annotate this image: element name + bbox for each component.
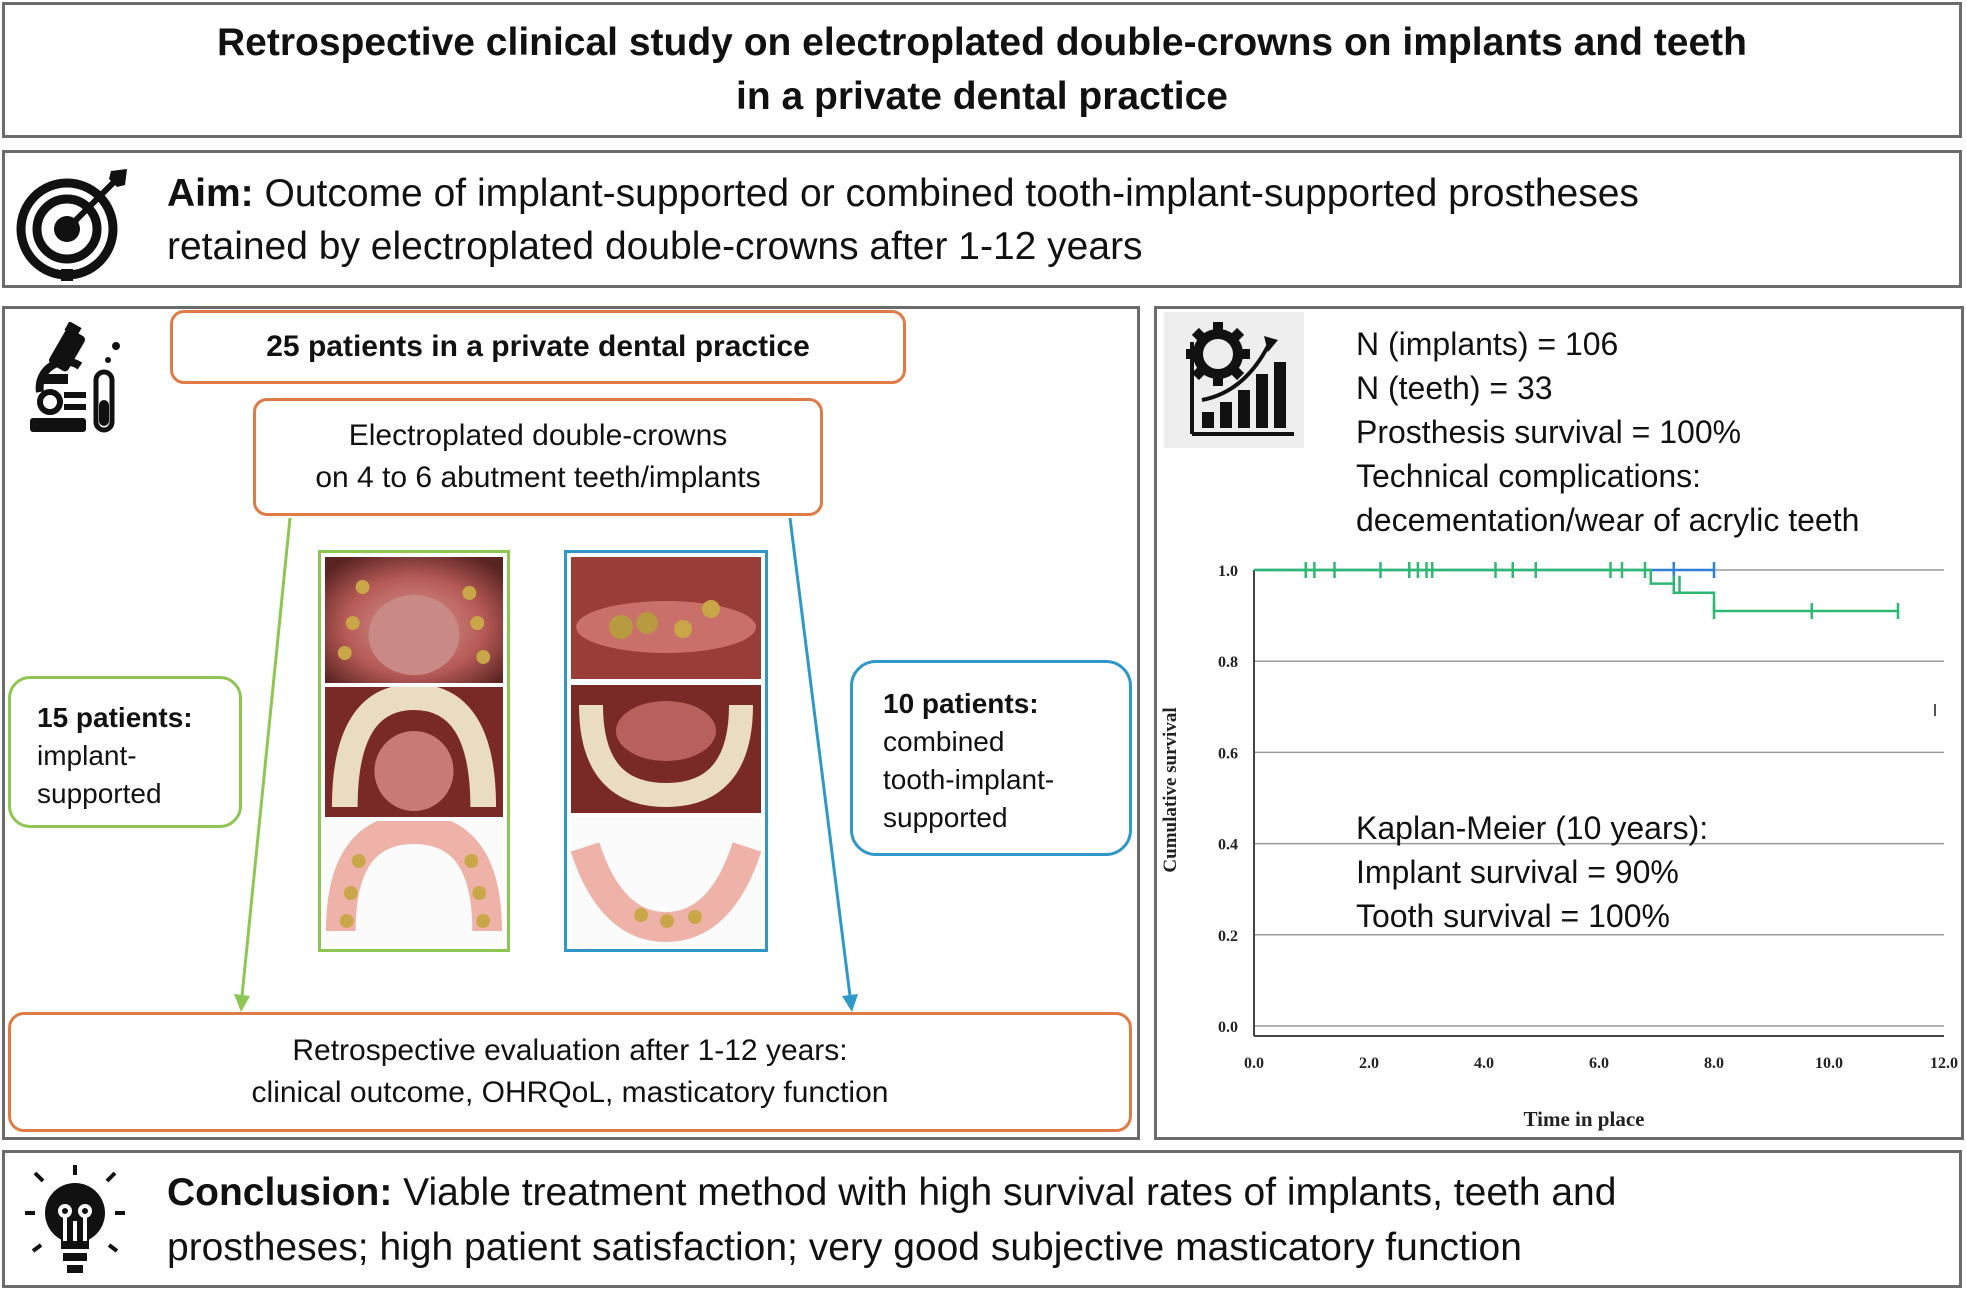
implant-photos xyxy=(318,550,510,952)
y-tick-label: 0.4 xyxy=(1218,837,1238,854)
patients-box: 25 patients in a private dental practice xyxy=(170,310,906,384)
km-implant-survival: Implant survival = 90% xyxy=(1356,854,1679,890)
aim-text: Aim: Outcome of implant-supported or com… xyxy=(167,167,1919,273)
km-title: Kaplan-Meier (10 years): xyxy=(1356,810,1709,846)
series-line-1 xyxy=(1254,568,1898,613)
chart-axes: 0.0 0.2 0.4 0.6 0.8 1.0 0.0 2.0 4.0 6.0 8.0 10.0 12.… xyxy=(1218,563,1958,1072)
crowns-box: Electroplated double-crowns on 4 to 6 ab… xyxy=(253,398,823,516)
flow-arrows xyxy=(234,517,858,1012)
evaluation-line-2: clinical outcome, OHRQoL, masticatory fu… xyxy=(251,1076,889,1109)
y-axis-label: Cumulative survival xyxy=(1160,707,1181,872)
result-complications-detail: decementation/wear of acrylic teeth xyxy=(1356,502,1860,538)
x-tick-label: 2.0 xyxy=(1359,1055,1379,1072)
combined-photos xyxy=(564,550,768,952)
gear-chart-icon xyxy=(1164,312,1304,448)
result-complications-label: Technical complications: xyxy=(1356,458,1702,494)
y-tick-label: 0.0 xyxy=(1218,1019,1238,1036)
y-tick-label: 1.0 xyxy=(1218,563,1238,580)
combined-group-box: 10 patients: combined tooth-implant- sup… xyxy=(850,660,1132,856)
combined-group-line-1: combined xyxy=(883,726,1005,757)
x-tick-label: 6.0 xyxy=(1589,1055,1609,1072)
aim-text-line-1: Outcome of implant-supported or combined… xyxy=(264,172,1639,215)
implant-group-line-2: supported xyxy=(37,778,162,809)
conclusion-label: Conclusion: xyxy=(167,1171,393,1214)
title-line-1: Retrospective clinical study on electrop… xyxy=(217,21,1747,64)
implant-group-line-1: implant- xyxy=(37,740,137,771)
x-tick-label: 8.0 xyxy=(1704,1055,1724,1072)
y-tick-label: 0.2 xyxy=(1218,928,1238,945)
result-prosthesis-survival: Prosthesis survival = 100% xyxy=(1356,414,1742,450)
implant-arrow-head xyxy=(234,994,250,1012)
implant-photo-abutments xyxy=(325,557,503,683)
result-teeth: N (teeth) = 33 xyxy=(1356,370,1553,406)
x-axis-label: Time in place xyxy=(1524,1107,1645,1131)
combined-photo-abutments xyxy=(571,557,761,679)
combined-photo-prosthesis xyxy=(570,817,762,947)
aim-text-line-2: retained by electroplated double-crowns … xyxy=(167,225,1143,268)
x-tick-label: 12.0 xyxy=(1930,1055,1958,1072)
implant-group-count: 15 patients: xyxy=(37,702,193,733)
y-tick-label: 0.6 xyxy=(1218,745,1238,762)
y-tick-label: 0.8 xyxy=(1218,654,1238,671)
crowns-line-1: Electroplated double-crowns xyxy=(348,419,728,452)
target-arrow-icon xyxy=(13,165,131,288)
implant-group-box: 15 patients: implant- supported xyxy=(8,676,242,828)
x-tick-label: 0.0 xyxy=(1244,1055,1264,1072)
chart-grid xyxy=(1254,569,1944,1027)
patients-text: 25 patients in a private dental practice xyxy=(266,330,810,363)
evaluation-box: Retrospective evaluation after 1-12 year… xyxy=(8,1012,1132,1132)
implant-arrow-line xyxy=(240,517,292,997)
result-implants: N (implants) = 106 xyxy=(1356,326,1619,362)
crowns-line-2: on 4 to 6 abutment teeth/implants xyxy=(315,461,761,494)
chart-series xyxy=(1254,562,1900,620)
combined-arrow-line xyxy=(788,517,852,997)
title-line-2: in a private dental practice xyxy=(735,75,1228,118)
kaplan-meier-chart: 0.0 0.2 0.4 0.6 0.8 1.0 0.0 2.0 4.0 6.0 8.0 10.0 12.… xyxy=(1160,562,1958,1131)
combined-arrow-head xyxy=(842,994,858,1012)
combined-photo-denture-in-mouth xyxy=(571,685,761,813)
lightbulb-icon xyxy=(21,1161,129,1284)
conclusion-text-line-2: prostheses; high patient satisfaction; v… xyxy=(167,1226,1522,1269)
page-title: Retrospective clinical study on electrop… xyxy=(5,5,1959,135)
implant-photo-prosthesis xyxy=(325,813,503,947)
x-tick-label: 4.0 xyxy=(1474,1055,1494,1072)
evaluation-line-1: Retrospective evaluation after 1-12 year… xyxy=(292,1034,848,1067)
microscope-icon xyxy=(22,321,126,443)
conclusion-box: Conclusion: Viable treatment method with… xyxy=(2,1150,1962,1288)
combined-group-count: 10 patients: xyxy=(883,688,1039,719)
conclusion-text: Conclusion: Viable treatment method with… xyxy=(167,1165,1919,1275)
combined-group-line-2: tooth-implant- xyxy=(883,764,1055,795)
implant-photo-denture-in-mouth xyxy=(325,683,503,817)
aim-label: Aim: xyxy=(167,172,254,215)
km-tooth-survival: Tooth survival = 100% xyxy=(1356,898,1670,934)
aim-box: Aim: Outcome of implant-supported or com… xyxy=(2,150,1962,288)
x-tick-label: 10.0 xyxy=(1815,1055,1843,1072)
title-box: Retrospective clinical study on electrop… xyxy=(2,2,1962,138)
conclusion-text-line-1: Viable treatment method with high surviv… xyxy=(403,1171,1617,1214)
kaplan-meier-summary: Kaplan-Meier (10 years): Implant surviva… xyxy=(1356,806,1708,938)
combined-group-line-3: supported xyxy=(883,802,1008,833)
